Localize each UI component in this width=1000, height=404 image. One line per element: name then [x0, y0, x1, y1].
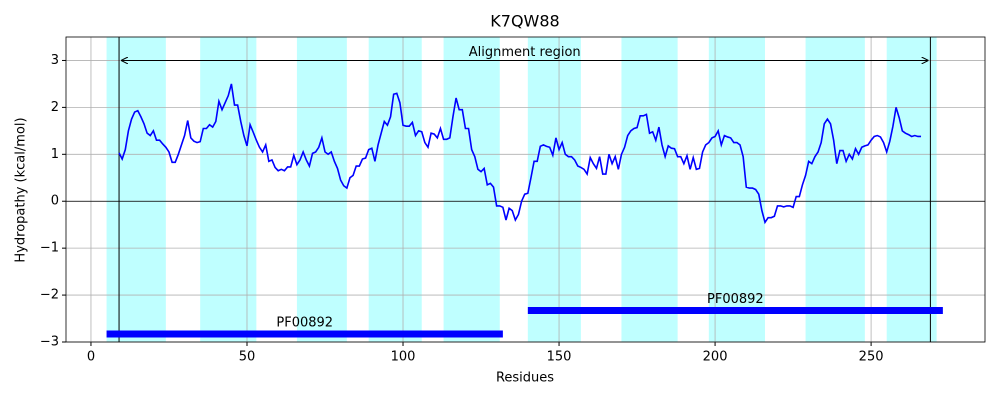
x-axis-label: Residues	[496, 371, 554, 386]
shaded-region	[296, 37, 347, 342]
x-tick-label: 250	[859, 350, 884, 365]
shaded-region	[805, 37, 865, 342]
shaded-region	[368, 37, 422, 342]
chart-title: K7QW88	[490, 12, 559, 31]
y-tick-label: 3	[51, 53, 59, 68]
domain-label: PF00892	[707, 292, 764, 307]
shaded-region	[886, 37, 937, 342]
y-tick-label: −2	[40, 288, 59, 303]
annotation-text: Alignment region	[469, 45, 581, 60]
x-tick-label: 200	[703, 350, 728, 365]
shaded-region	[443, 37, 500, 342]
y-tick-label: −1	[40, 241, 59, 256]
y-axis-label: Hydropathy (kcal/mol)	[14, 117, 29, 262]
y-tick-label: 1	[51, 147, 59, 162]
y-tick-label: 0	[51, 194, 59, 209]
x-tick-label: 50	[239, 350, 256, 365]
shaded-region	[527, 37, 581, 342]
domain-label: PF00892	[276, 316, 333, 331]
plot-frame	[65, 36, 986, 343]
y-tick-label: −3	[40, 335, 59, 350]
x-tick-label: 0	[87, 350, 95, 365]
shaded-region	[106, 37, 166, 342]
shaded-region	[621, 37, 678, 342]
x-tick-label: 150	[547, 350, 572, 365]
x-tick-label: 100	[391, 350, 416, 365]
shaded-region	[200, 37, 257, 342]
y-tick-label: 2	[51, 100, 59, 115]
data-line	[118, 83, 922, 225]
